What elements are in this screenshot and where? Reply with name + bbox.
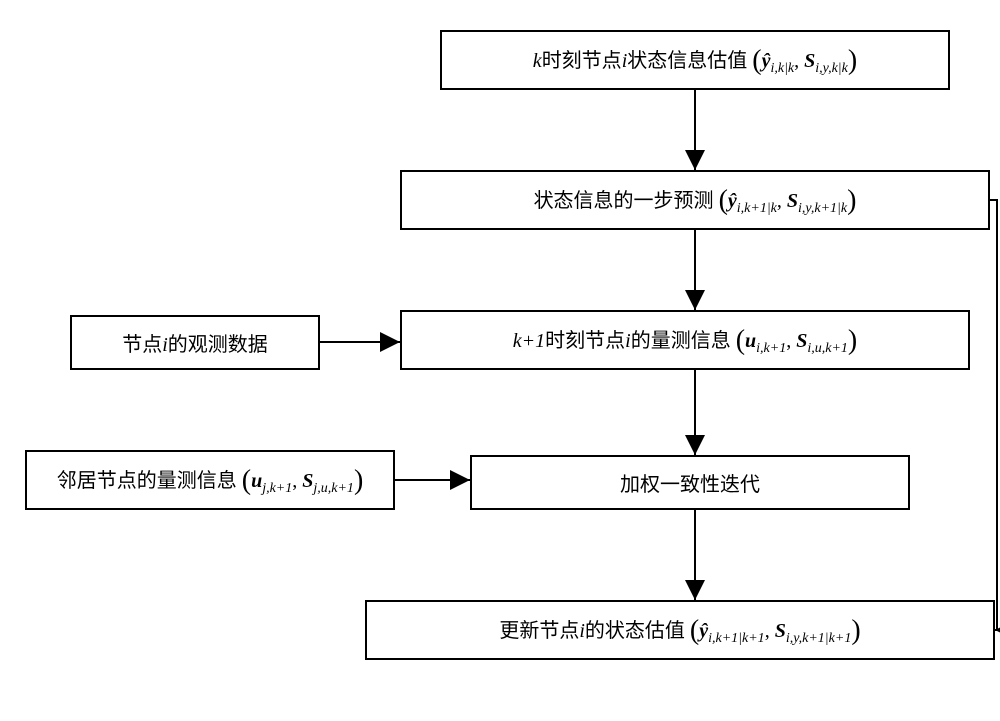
node-neighbor-measurement: 邻居节点的量测信息 (uj,k+1, Sj,u,k+1) [25,450,395,510]
node-measurement-info-k1: k+1时刻节点i的量测信息 (ui,k+1, Si,u,k+1) [400,310,970,370]
flowchart-canvas: k时刻节点i状态信息估值 (ŷi,k|k, Si,y,k|k) 状态信息的一步预… [0,0,1000,721]
node-state-estimate-k: k时刻节点i状态信息估值 (ŷi,k|k, Si,y,k|k) [440,30,950,90]
node-observation-data: 节点i的观测数据 [70,315,320,370]
var-k: k [533,50,542,72]
node-one-step-prediction: 状态信息的一步预测 (ŷi,k+1|k, Si,y,k+1|k) [400,170,990,230]
node-weighted-consensus: 加权一致性迭代 [470,455,910,510]
node-updated-state-estimate: 更新节点i的状态估值 (ŷi,k+1|k+1, Si,y,k+1|k+1) [365,600,995,660]
